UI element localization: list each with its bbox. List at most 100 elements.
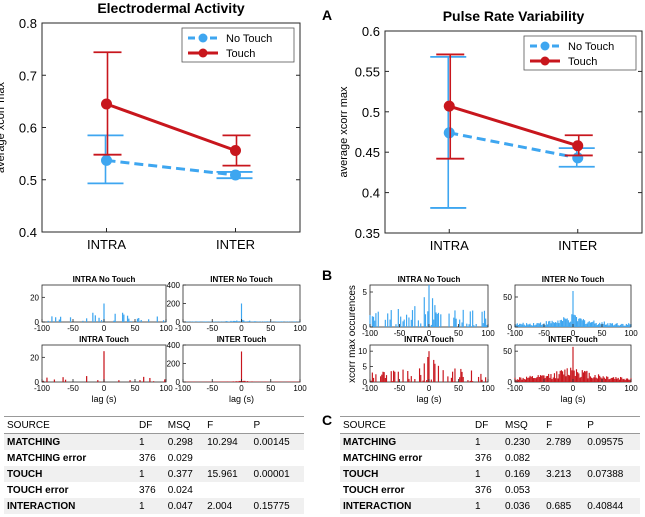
eda-h2-bar [281,321,284,322]
eda-h2-bar [244,321,246,322]
prv-h2-bar [592,321,594,327]
prv-h2-bar [623,325,625,327]
chart-layer: Electrodermal Activity 0.4 0.5 0.6 0.7 0.8 INT… [0,0,643,404]
prv-h4-bar [573,370,575,382]
table-row: MATCHING 1 0.298 10.294 0.00145 [4,433,304,450]
eda-main-ylabel: average xcorr max [0,81,7,173]
prv-h4-bar [610,378,612,382]
prv-h1-bar [448,313,450,327]
prv-h4-bar [619,376,622,382]
prv-h1-bar [455,318,457,327]
prv-h4-bar [542,375,544,382]
prv-h3-bar [480,373,482,382]
prv-h1-bar [475,323,477,327]
eda-h2-xtick-label: 0 [239,324,244,333]
prv-h1-bar [372,316,375,327]
prv-h4-bar [604,378,607,382]
prv-h4-bar [609,378,611,382]
prv-h2-xtick-label: 50 [598,329,607,338]
eda-main-legend-no-touch-label: No Touch [226,33,272,45]
prv-h2-bar [603,321,605,327]
prv-h4-bar [613,377,615,382]
eda-h3-xtick-label: -50 [67,384,79,393]
table-cell: 0.07388 [584,466,640,482]
eda-h1-bar [136,318,139,322]
prv-h3-bar [408,378,410,382]
eda-h3-xtick-label: -100 [34,384,51,393]
prv-h2-bar [528,324,530,327]
prv-h4-bar [557,378,559,382]
prv-h1-bar [472,310,474,327]
prv-h4-bars [514,346,632,382]
eda-h1-bar [148,319,150,322]
table-row: INTERACTION 1 0.036 0.685 0.40844 [340,498,640,514]
prv-main-xtick-label: INTRA [430,238,469,253]
prv-h2-bar [538,323,540,327]
prv-h3-bar [382,371,384,382]
eda-h1-xtick-label: 50 [131,324,140,333]
prv-h4-bar [524,379,527,382]
prv-main-axes-box [384,30,643,234]
prv-h2-bar [555,322,557,327]
prv-h3-bar [420,374,422,382]
prv-h1-bar [486,324,488,327]
prv-h3-bar [462,376,464,382]
prv-h2-bar [536,323,538,327]
prv-h4-bar [624,379,626,382]
prv-h3-bar [390,371,392,382]
eda-h2-bar [266,321,268,322]
prv-main-ytick-label: 0.4 [362,186,380,201]
table-cell: 3.213 [543,466,585,482]
prv-h4-bar [602,376,604,382]
prv-h1-bar [483,310,486,327]
prv-h4-bar [534,378,536,382]
prv-h4-bar [628,379,630,382]
eda-main-legend-no-touch-marker [198,33,208,43]
prv-h2-bar [571,314,573,327]
eda-h3-bar [118,380,120,382]
prv-h4-bar [603,377,605,382]
prv-h2-bar [622,323,624,327]
prv-h1-xtick-label: 100 [481,329,495,338]
prv-h1-bar [482,323,484,327]
eda-h2-bar [240,303,243,322]
prv-h3-bar [428,351,430,382]
eda-h2-bar [268,321,271,322]
prv-h2-bar [600,324,602,327]
eda-main-no-touch-line [106,158,236,177]
column-header-msq: MSQ [502,416,544,434]
eda-h1-bar [69,317,72,322]
eda-h2-bar [277,321,279,322]
prv-h2-bar [609,323,611,327]
eda-main-legend-touch-marker [198,48,208,58]
eda-h3-bar [42,380,44,382]
prv-h3-bar [402,369,404,382]
prv-h2-bar [616,323,618,327]
table-cell: 0.036 [502,498,544,514]
table-cell: 0.00145 [250,433,304,450]
prv-h4-bar [552,377,554,382]
eda-h3-bar [86,376,88,382]
prv-h3-bars [370,351,487,382]
table-row: MATCHING error 376 0.082 [340,450,640,466]
prv-h2-bar [556,322,558,327]
prv-h3-bar [391,381,394,382]
column-header-source: SOURCE [4,416,136,434]
prv-h2-bar [608,325,610,327]
eda-h4-title: INTER Touch [217,335,267,344]
prv-h2-bar [524,325,527,327]
eda-main-legend-touch-label: Touch [226,48,255,60]
prv-h2-bar [611,323,614,327]
eda-h1-bar [128,318,130,322]
prv-h3-bar [397,371,399,382]
eda-main-no-touch-point [101,154,112,166]
eda-h1-bar [126,315,129,322]
prv-h4-bar [532,378,535,382]
prv-h4-bar [528,377,530,382]
table-cell: 376 [475,452,492,464]
prv-h4-bar [546,375,549,382]
eda-h2-bar [209,321,211,322]
prv-h2-bar [534,325,536,327]
eda-h4-bar [231,381,233,382]
prv-h2-bar [588,321,590,327]
